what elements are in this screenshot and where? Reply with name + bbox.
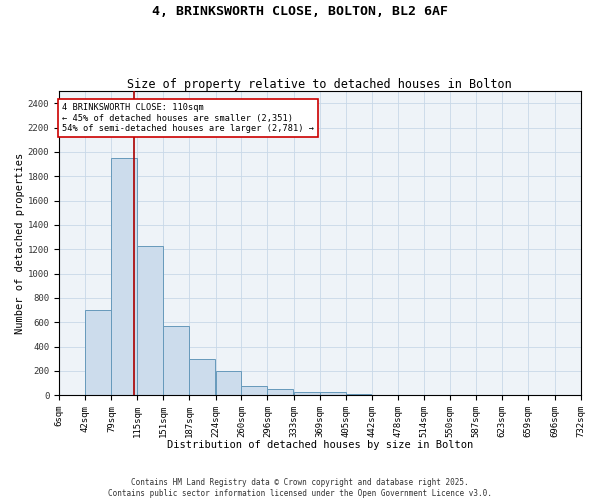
Text: Contains HM Land Registry data © Crown copyright and database right 2025.
Contai: Contains HM Land Registry data © Crown c… [108, 478, 492, 498]
Y-axis label: Number of detached properties: Number of detached properties [15, 152, 25, 334]
Bar [137, 246, 163, 395]
Bar [268, 389, 293, 395]
Bar [112, 158, 137, 395]
Bar [241, 386, 268, 395]
Bar [163, 326, 189, 395]
Bar [346, 394, 371, 395]
Bar [372, 394, 398, 395]
Bar [320, 392, 346, 395]
Bar [85, 310, 111, 395]
X-axis label: Distribution of detached houses by size in Bolton: Distribution of detached houses by size … [167, 440, 473, 450]
Bar [215, 371, 241, 395]
Text: 4 BRINKSWORTH CLOSE: 110sqm
← 45% of detached houses are smaller (2,351)
54% of : 4 BRINKSWORTH CLOSE: 110sqm ← 45% of det… [62, 103, 314, 133]
Text: 4, BRINKSWORTH CLOSE, BOLTON, BL2 6AF: 4, BRINKSWORTH CLOSE, BOLTON, BL2 6AF [152, 5, 448, 18]
Bar [294, 392, 320, 395]
Bar [189, 358, 215, 395]
Title: Size of property relative to detached houses in Bolton: Size of property relative to detached ho… [127, 78, 512, 91]
